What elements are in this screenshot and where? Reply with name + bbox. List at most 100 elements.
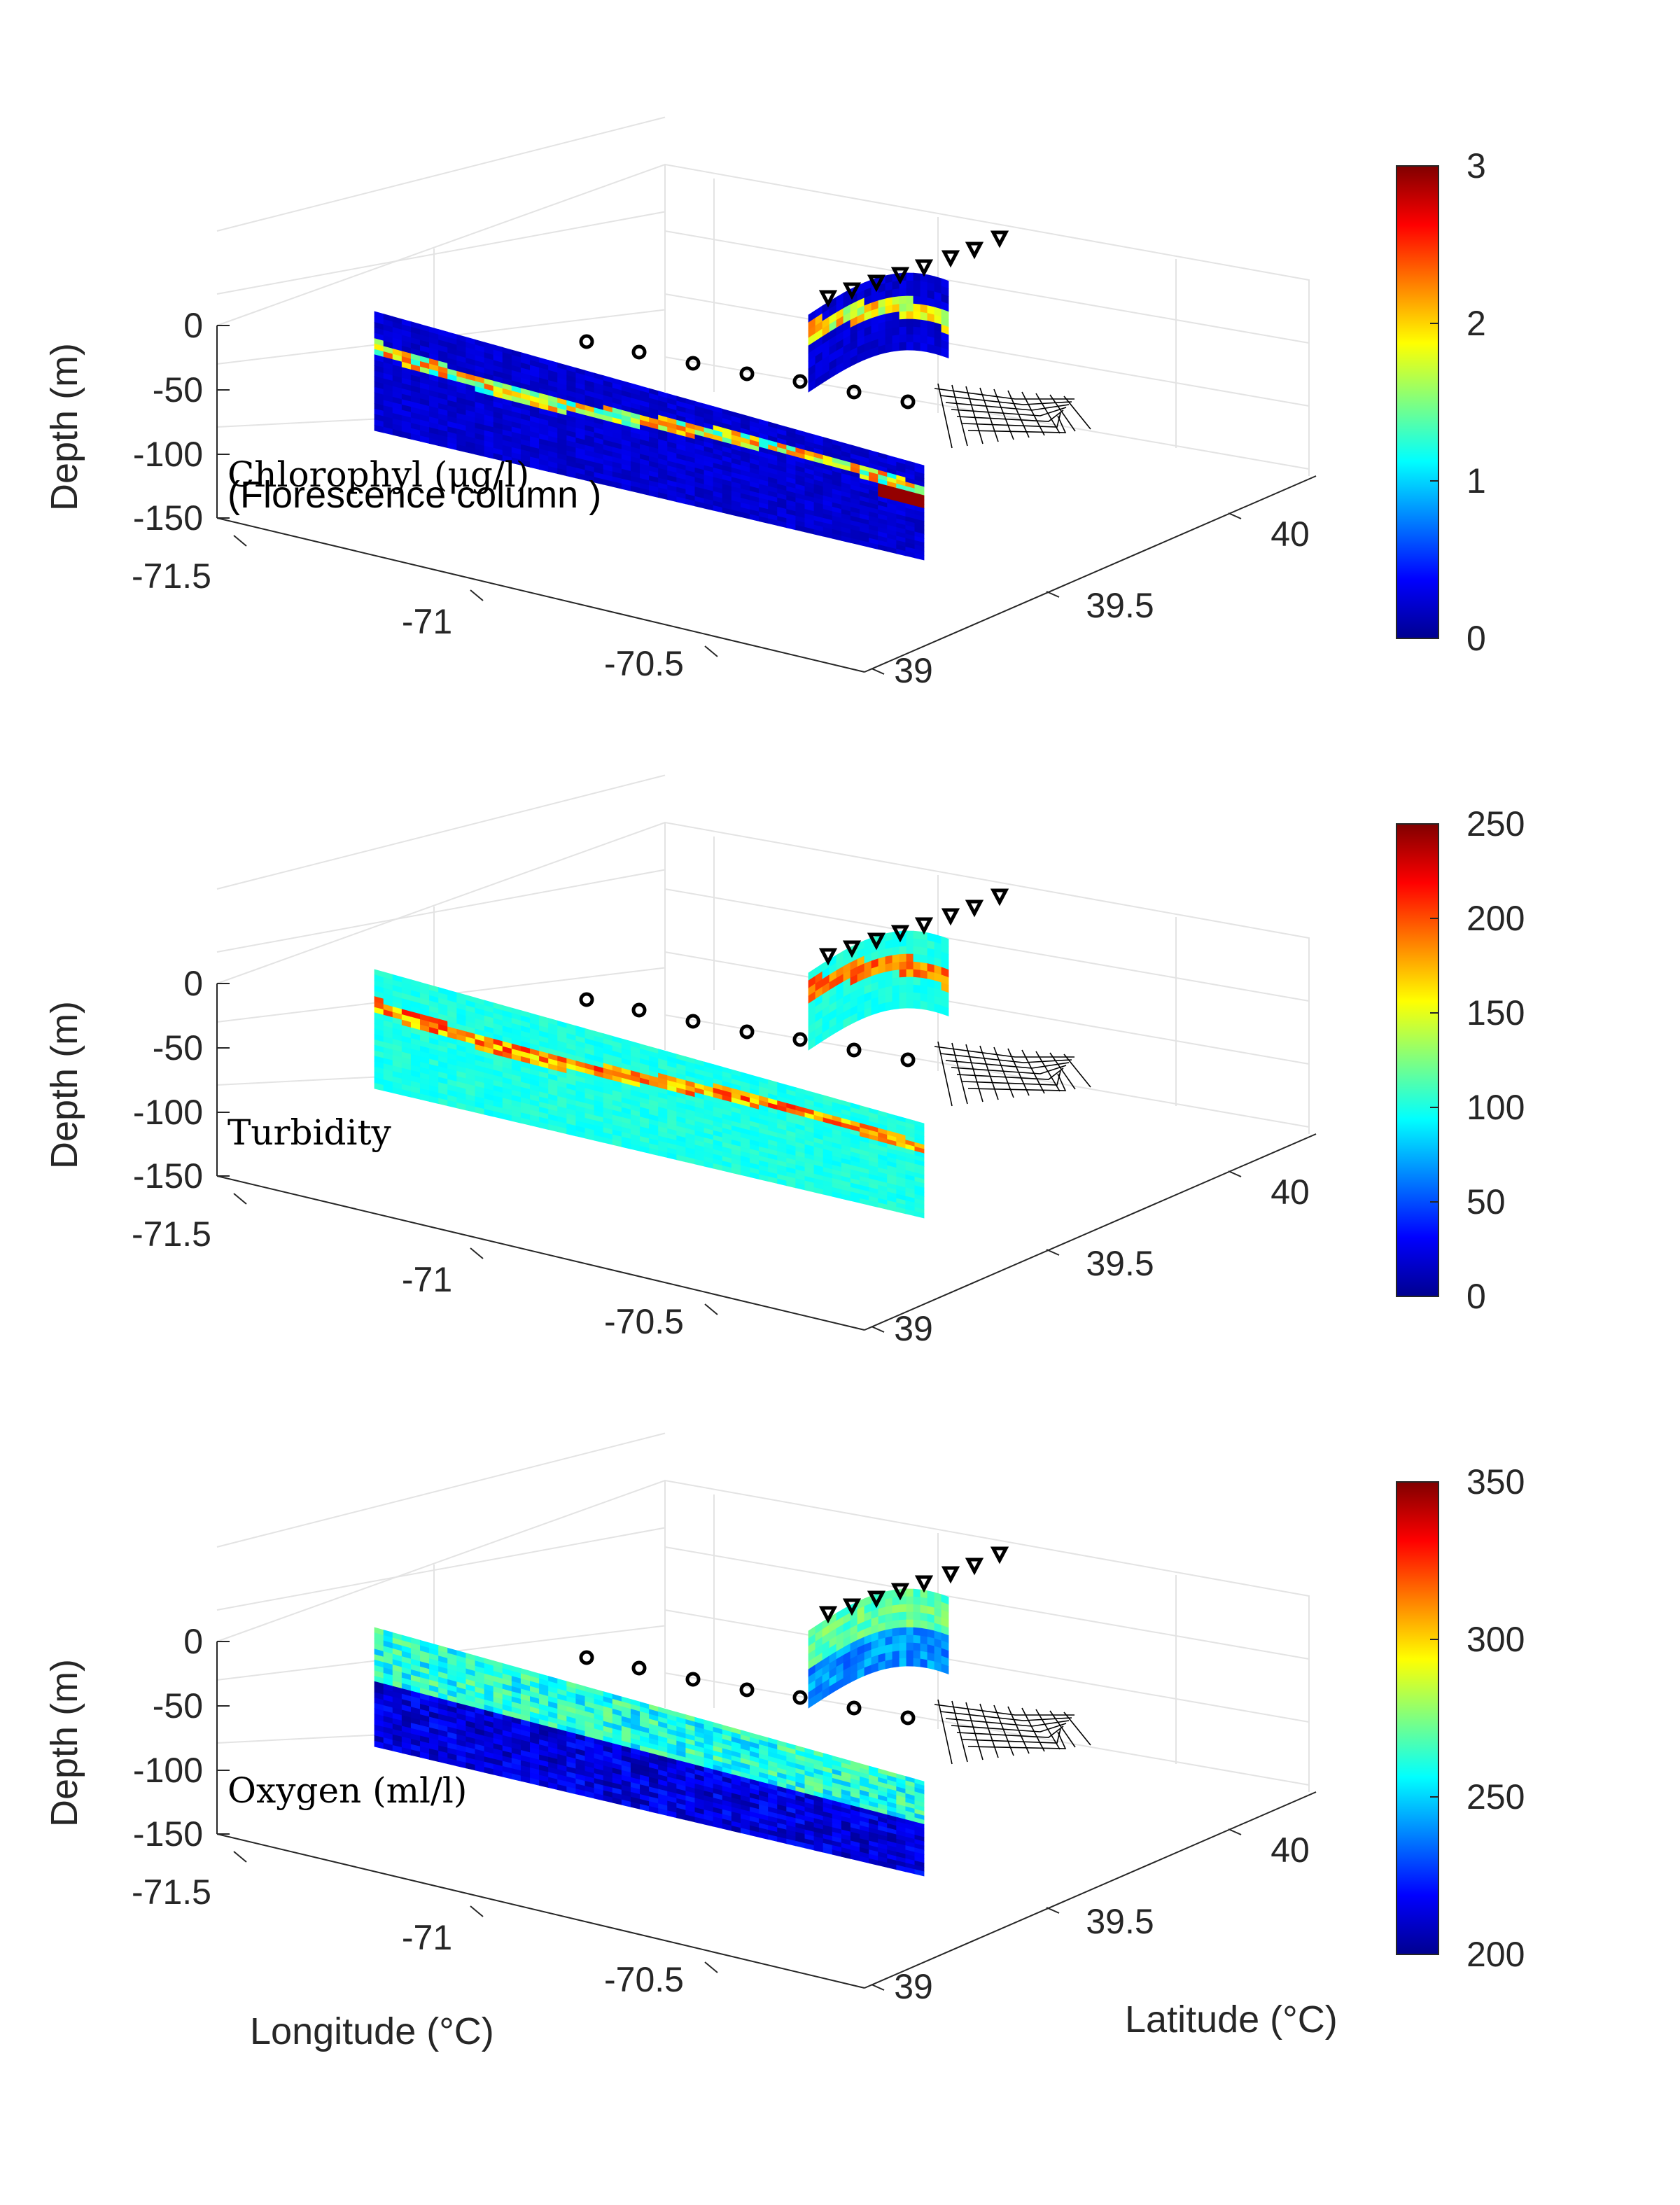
- panel-2: 0 -50 -100 -150 Depth (m) -71.5 -71 -70.5 39 39.5…: [43, 774, 1525, 1348]
- colorbar-tick-label: 2: [1466, 304, 1486, 343]
- station-triangle-marker: [842, 1598, 862, 1616]
- x-axis-label: Longitude (°C): [250, 2010, 494, 2052]
- colorbar-tick-label: 200: [1466, 899, 1525, 938]
- latitude-tick-label: 40: [1270, 514, 1310, 554]
- station-triangle-marker: [890, 1583, 910, 1601]
- latitude-tick-label: 39: [894, 651, 933, 690]
- station-circle-marker: [579, 334, 594, 349]
- panel-3: 0 -50 -100 -150 Depth (m) -71.5 -71 -70.5 39 39.5…: [43, 1432, 1525, 2006]
- station-triangle-marker: [990, 888, 1009, 906]
- station-triangle-marker: [867, 274, 886, 293]
- depth-tick-label: 0: [183, 964, 203, 1003]
- longitude-tick-label: -70.5: [604, 1960, 684, 1999]
- latitude-tick-label: 39.5: [1086, 1902, 1154, 1941]
- panel-annotation: Turbidity: [227, 1112, 392, 1153]
- station-triangle-marker: [990, 1546, 1009, 1564]
- colorbar-tick-label: 1: [1466, 461, 1486, 500]
- bathymetry-mesh: [934, 1041, 1091, 1107]
- colorbar: 0 1 2 3: [1396, 146, 1486, 658]
- station-circle-marker: [792, 374, 808, 389]
- station-markers: [579, 1546, 1009, 1726]
- longitude-tick-label: -71: [402, 1260, 452, 1299]
- latitude-axis: 39 39.5 40: [864, 1133, 1317, 1348]
- depth-tick-label: 0: [183, 306, 203, 345]
- longitude-tick-label: -70.5: [604, 1302, 684, 1341]
- colorbar-tick-label: 200: [1466, 1935, 1525, 1974]
- colorbar-tick-label: 250: [1466, 804, 1525, 844]
- section-slice: [374, 1588, 949, 1877]
- station-triangle-marker: [914, 259, 934, 277]
- latitude-tick-label: 39: [894, 1309, 933, 1348]
- station-circle-marker: [739, 1682, 755, 1698]
- colorbar-tick-label: 3: [1466, 146, 1486, 186]
- depth-tick-label: -50: [153, 1686, 203, 1726]
- station-triangle-marker: [914, 917, 934, 935]
- depth-axis-label: Depth (m): [43, 1659, 85, 1827]
- latitude-axis: 39 39.5 40: [864, 1791, 1317, 2006]
- depth-tick-label: -100: [133, 1093, 203, 1132]
- station-circle-marker: [900, 394, 916, 410]
- longitude-axis: -71.5 -71 -70.5: [132, 517, 865, 683]
- station-triangle-marker: [914, 1575, 934, 1593]
- colorbar-tick-label: 350: [1466, 1462, 1525, 1502]
- colorbar: 0 50 100 150 200 250: [1396, 804, 1525, 1316]
- colorbar-tick-label: 150: [1466, 993, 1525, 1032]
- station-triangle-marker: [867, 932, 886, 951]
- station-triangle-marker: [990, 230, 1009, 248]
- colorbar-tick-label: 250: [1466, 1777, 1525, 1816]
- station-circle-marker: [846, 384, 862, 400]
- annotation-line: Chlorophyl (μg/l): [227, 454, 529, 495]
- station-circle-marker: [900, 1710, 916, 1726]
- latitude-tick-label: 40: [1270, 1830, 1310, 1870]
- longitude-tick-label: -70.5: [604, 644, 684, 683]
- depth-axis-label: Depth (m): [43, 343, 85, 511]
- station-markers: [579, 888, 1009, 1068]
- colorbar-tick-label: 0: [1466, 1277, 1486, 1316]
- depth-tick-label: -100: [133, 1751, 203, 1790]
- panel-annotation: Oxygen (ml/l): [227, 1770, 467, 1811]
- station-circle-marker: [579, 1650, 594, 1665]
- station-triangle-marker: [965, 1558, 984, 1576]
- longitude-tick-label: -71: [402, 602, 452, 641]
- station-circle-marker: [739, 366, 755, 382]
- station-circle-marker: [631, 344, 647, 360]
- panel-1: 0 -50 -100 -150 Depth (m) -71.5 -71 -70.5 39 39.5…: [43, 116, 1486, 690]
- depth-axis: 0 -50 -100 -150 Depth (m): [43, 306, 230, 538]
- section-slice: [374, 930, 949, 1219]
- station-circle-marker: [685, 1014, 701, 1029]
- colorbar-tick-label: 50: [1466, 1182, 1506, 1222]
- station-circle-marker: [739, 1024, 755, 1040]
- colorbar-tick-label: 0: [1466, 619, 1486, 658]
- annotation-line: Oxygen (ml/l): [227, 1770, 467, 1811]
- station-triangle-marker: [842, 940, 862, 958]
- depth-tick-label: -150: [133, 1156, 203, 1196]
- latitude-tick-label: 39.5: [1086, 1244, 1154, 1283]
- depth-tick-label: -100: [133, 435, 203, 474]
- station-triangle-marker: [818, 290, 838, 308]
- station-triangle-marker: [941, 1566, 960, 1584]
- depth-axis-label: Depth (m): [43, 1001, 85, 1169]
- station-circle-marker: [792, 1032, 808, 1047]
- station-circle-marker: [685, 1672, 701, 1687]
- annotation-line: (Florescence column ): [227, 474, 601, 516]
- latitude-tick-label: 39.5: [1086, 586, 1154, 625]
- latitude-tick-label: 39: [894, 1967, 933, 2006]
- station-triangle-marker: [965, 899, 984, 918]
- depth-tick-label: -50: [153, 1028, 203, 1068]
- station-triangle-marker: [818, 948, 838, 966]
- panel-annotation: Chlorophyl (μg/l)(Florescence column ): [227, 454, 601, 516]
- station-circle-marker: [792, 1690, 808, 1705]
- longitude-axis: -71.5 -71 -70.5: [132, 1833, 865, 1999]
- longitude-tick-label: -71: [402, 1918, 452, 1957]
- colorbar-tick-label: 300: [1466, 1620, 1525, 1659]
- annotation-line: Turbidity: [227, 1112, 392, 1153]
- station-markers: [579, 230, 1009, 410]
- longitude-axis: -71.5 -71 -70.5: [132, 1175, 865, 1341]
- station-circle-marker: [631, 1002, 647, 1018]
- longitude-tick-label: -71.5: [132, 1214, 211, 1254]
- svg-text:Latitude (°C): Latitude (°C): [1125, 1998, 1338, 2040]
- station-circle-marker: [846, 1700, 862, 1716]
- station-circle-marker: [579, 992, 594, 1007]
- station-triangle-marker: [890, 925, 910, 943]
